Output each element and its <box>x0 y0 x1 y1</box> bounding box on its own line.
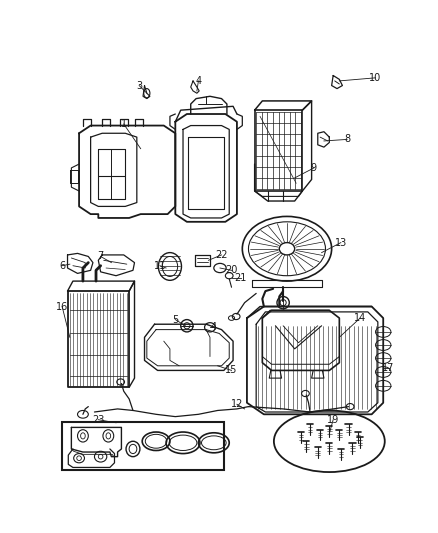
Text: 12: 12 <box>230 399 243 409</box>
Text: 15: 15 <box>225 366 237 375</box>
Text: 9: 9 <box>310 163 316 173</box>
Text: 14: 14 <box>353 313 365 323</box>
Text: 4: 4 <box>195 76 201 86</box>
Text: 13: 13 <box>334 238 346 248</box>
Text: 5: 5 <box>172 314 178 325</box>
Text: 23: 23 <box>92 415 104 425</box>
Text: 4: 4 <box>210 322 216 332</box>
Text: 8: 8 <box>343 134 349 144</box>
Text: 19: 19 <box>326 415 339 425</box>
Text: 11: 11 <box>153 261 166 271</box>
Text: 3: 3 <box>136 80 142 91</box>
Text: 22: 22 <box>215 250 227 260</box>
Text: 6: 6 <box>59 261 65 271</box>
Text: 10: 10 <box>368 73 381 83</box>
Bar <box>62 422 223 470</box>
Text: 7: 7 <box>97 252 103 262</box>
Text: 16: 16 <box>56 302 68 311</box>
Text: 21: 21 <box>234 273 247 283</box>
Text: 17: 17 <box>381 363 394 373</box>
Text: 1: 1 <box>120 119 127 129</box>
Text: 20: 20 <box>225 265 237 276</box>
